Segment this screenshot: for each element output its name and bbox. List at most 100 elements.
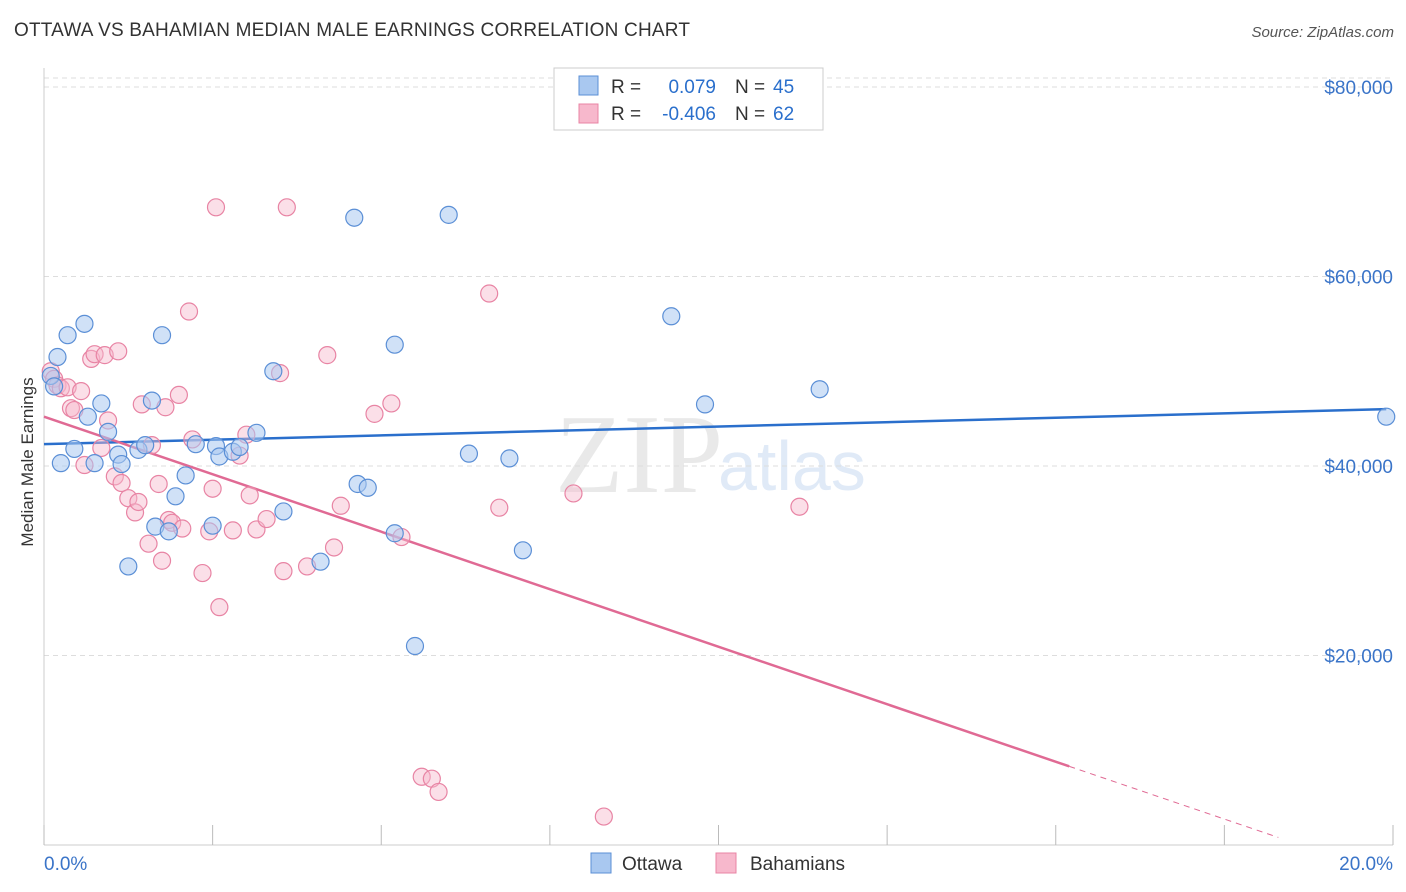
point-bahamians-10 — [85, 345, 104, 364]
point-ottawa-42 — [662, 307, 681, 326]
point-bahamians-60 — [790, 497, 809, 516]
bottom-legend-swatch-ottawa — [590, 852, 612, 874]
series-legend: Ottawa Bahamians — [590, 852, 845, 875]
point-ottawa-12 — [112, 454, 131, 474]
point-ottawa-8 — [85, 454, 104, 473]
point-ottawa-13 — [119, 557, 138, 576]
point-bahamians-44 — [274, 562, 293, 581]
legend-box — [553, 67, 824, 131]
x-tick-label-left: 0.0% — [44, 854, 87, 875]
point-bahamians-36 — [210, 598, 229, 617]
trend-line-bahamians-extension — [1069, 765, 1279, 838]
point-bahamians-58 — [564, 484, 583, 503]
point-ottawa-38 — [439, 205, 458, 224]
point-bahamians-32 — [193, 563, 212, 583]
point-ottawa-27 — [230, 437, 249, 457]
legend-n-value-ottawa: 45 — [773, 77, 794, 98]
point-ottawa-20 — [166, 487, 185, 506]
trend-line-bahamians — [43, 415, 1070, 768]
point-ottawa-21 — [176, 466, 195, 485]
point-bahamians-23 — [149, 474, 168, 494]
point-ottawa-40 — [500, 449, 519, 468]
point-bahamians-47 — [318, 346, 337, 365]
point-bahamians-15 — [109, 342, 128, 361]
point-bahamians-40 — [240, 486, 259, 505]
point-ottawa-45 — [1377, 407, 1396, 426]
trend-lines — [43, 407, 1387, 838]
bottom-legend-label-ottawa: Ottawa — [622, 854, 683, 875]
legend-r-label-ottawa: R = — [611, 77, 641, 98]
correlation-legend: R = 0.079 N = 45 R = -0.406 N = 62 — [553, 67, 824, 131]
point-bahamians-18 — [125, 503, 145, 522]
point-ottawa-18 — [152, 326, 172, 345]
point-bahamians-49 — [331, 496, 350, 515]
point-ottawa-3 — [51, 454, 70, 473]
bottom-legend-label-bahamians: Bahamians — [750, 854, 845, 875]
point-ottawa-30 — [274, 502, 293, 521]
watermark-zip: ZIP — [555, 393, 723, 517]
legend-swatch-bahamians — [578, 103, 599, 124]
legend-n-label-ottawa: N = — [735, 77, 765, 98]
point-bahamians-21 — [139, 534, 158, 553]
point-bahamians-45 — [277, 198, 296, 217]
x-tick-label-right: 20.0% — [1339, 854, 1393, 875]
point-ottawa-10 — [98, 422, 118, 441]
point-bahamians-28 — [169, 385, 188, 405]
point-ottawa-34 — [358, 478, 377, 497]
point-bahamians-56 — [480, 284, 499, 303]
point-ottawa-5 — [65, 439, 84, 459]
trend-line-ottawa — [43, 407, 1387, 446]
point-ottawa-23 — [203, 516, 222, 535]
point-ottawa-16 — [142, 391, 162, 410]
point-ottawa-1 — [45, 377, 64, 396]
point-bahamians-55 — [429, 782, 448, 802]
point-ottawa-37 — [405, 636, 425, 656]
point-ottawa-19 — [159, 522, 178, 541]
legend-r-value-ottawa: 0.079 — [668, 77, 716, 98]
point-bahamians-42 — [257, 509, 276, 529]
point-ottawa-15 — [136, 436, 155, 455]
legend-n-label-bahamians: N = — [735, 104, 765, 125]
legend-swatch-ottawa — [578, 75, 599, 96]
point-bahamians-16 — [112, 473, 131, 493]
point-bahamians-51 — [382, 394, 401, 413]
y-tick-label-0: $20,000 — [1324, 646, 1393, 667]
point-bahamians-48 — [324, 538, 344, 557]
point-ottawa-4 — [58, 326, 77, 345]
point-bahamians-12 — [95, 346, 114, 365]
bottom-legend-swatch-bahamians — [715, 852, 737, 874]
point-bahamians-11 — [92, 438, 111, 458]
point-ottawa-41 — [513, 541, 532, 560]
legend-r-label-bahamians: R = — [611, 104, 641, 125]
point-bahamians-57 — [490, 498, 509, 517]
point-ottawa-9 — [92, 394, 111, 413]
point-ottawa-44 — [810, 380, 829, 399]
point-ottawa-32 — [345, 208, 364, 227]
point-bahamians-7 — [71, 382, 91, 401]
point-ottawa-39 — [459, 444, 479, 463]
y-tick-label-3: $80,000 — [1324, 78, 1393, 99]
point-bahamians-34 — [203, 479, 222, 498]
point-bahamians-30 — [179, 302, 199, 321]
point-bahamians-50 — [365, 404, 384, 423]
point-bahamians-19 — [129, 492, 148, 512]
point-ottawa-7 — [78, 407, 97, 426]
watermark: ZIP atlas — [555, 393, 866, 517]
y-tick-label-2: $60,000 — [1324, 267, 1393, 288]
point-ottawa-36 — [385, 335, 404, 354]
point-ottawa-29 — [264, 362, 283, 381]
point-bahamians-59 — [594, 807, 613, 826]
x-tick-labels: 0.0% 20.0% — [44, 854, 1393, 875]
axes — [43, 68, 1394, 846]
point-ottawa-6 — [75, 314, 94, 333]
point-ottawa-28 — [247, 423, 266, 442]
legend-n-value-bahamians: 62 — [773, 104, 794, 125]
point-ottawa-35 — [385, 524, 404, 543]
point-ottawa-22 — [186, 435, 205, 454]
y-tick-labels: $20,000 $40,000 $60,000 $80,000 — [1324, 78, 1393, 668]
point-ottawa-43 — [695, 395, 715, 414]
gridlines — [44, 77, 1393, 656]
legend-r-value-bahamians: -0.406 — [662, 104, 716, 125]
series-ottawa-points — [41, 205, 1396, 656]
